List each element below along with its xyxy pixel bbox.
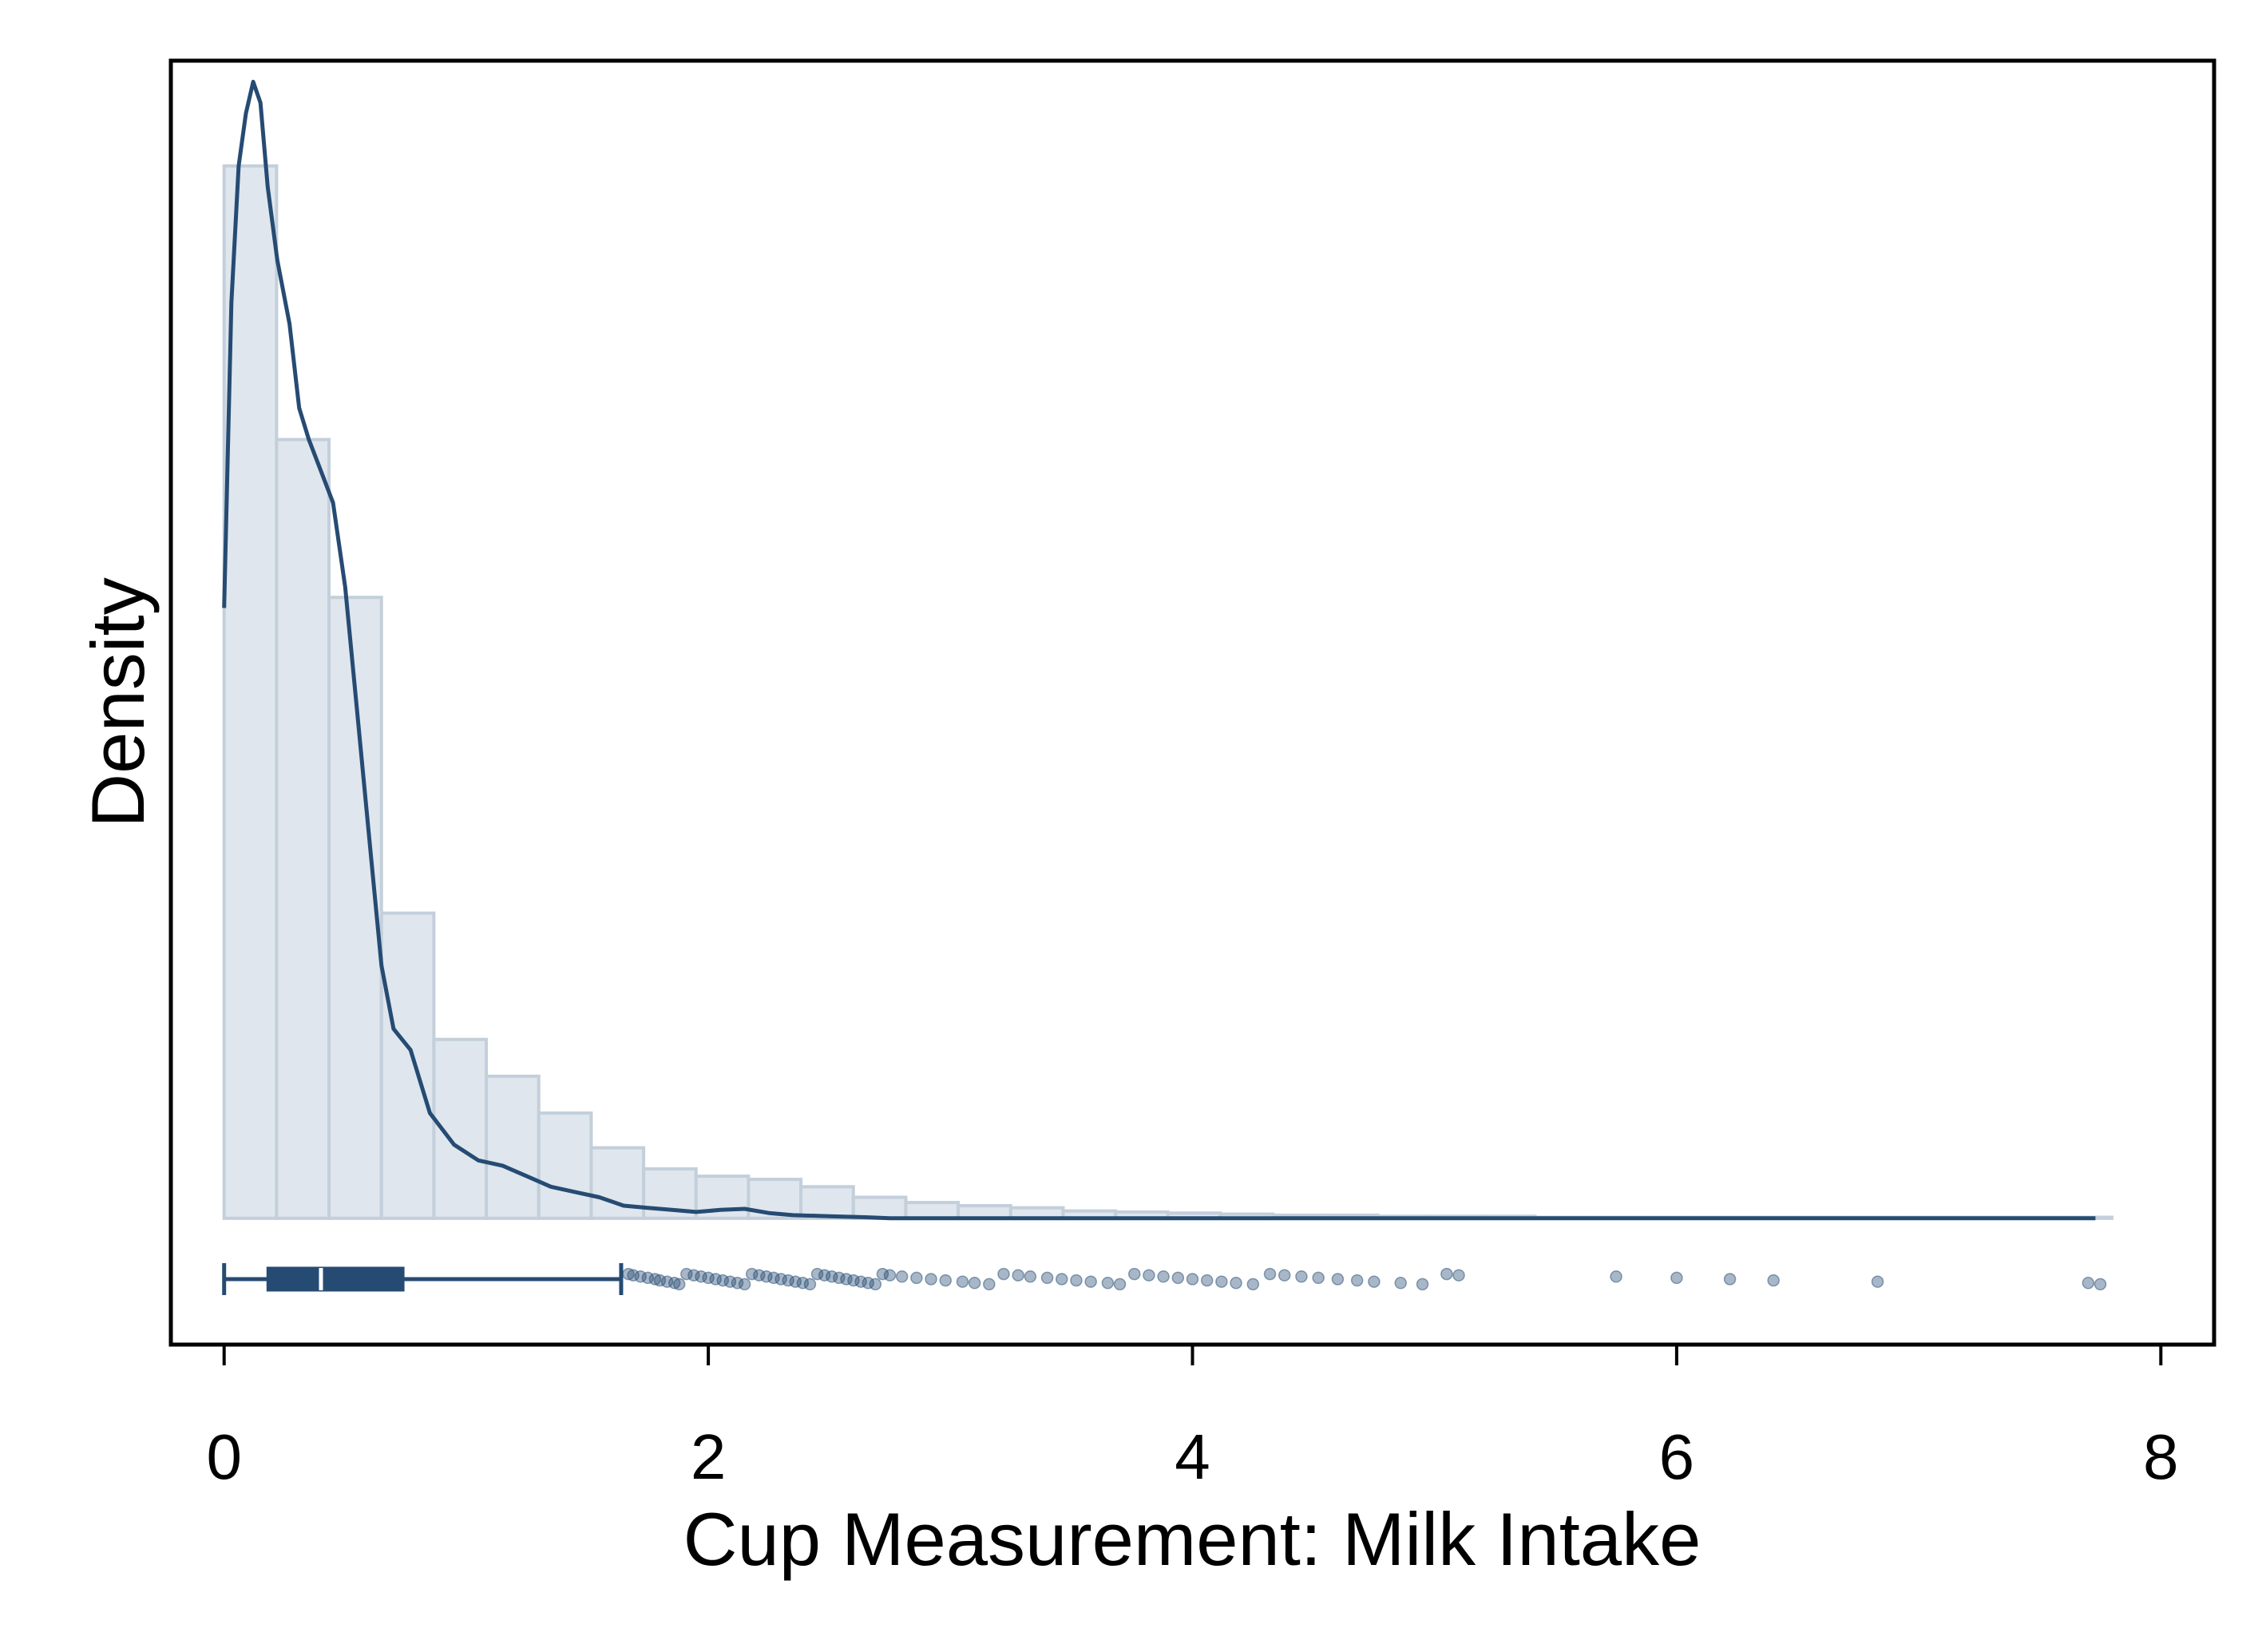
- density-curve: [222, 79, 2096, 1221]
- outlier-point: [1368, 1275, 1381, 1288]
- outlier-point: [956, 1275, 969, 1288]
- x-tick-label: 4: [1175, 1421, 1210, 1492]
- outlier-point: [869, 1278, 882, 1291]
- outlier-point: [738, 1278, 751, 1291]
- histogram-bar: [799, 1185, 855, 1220]
- outlier-point: [983, 1278, 996, 1291]
- outlier-point: [1452, 1269, 1465, 1282]
- histogram-bar: [537, 1111, 593, 1220]
- outlier-point: [1101, 1277, 1115, 1290]
- outlier-point: [1278, 1269, 1291, 1282]
- outlier-point: [1394, 1277, 1408, 1290]
- x-tick-label: 2: [691, 1421, 727, 1492]
- outlier-point: [1143, 1269, 1155, 1282]
- outlier-point: [895, 1270, 909, 1283]
- x-axis-ticks: 0 2 4 6 8: [206, 1345, 2179, 1492]
- x-axis-label: Cup Measurement: Milk Intake: [683, 1497, 1701, 1581]
- outlier-point: [939, 1274, 952, 1287]
- outlier-point: [1056, 1273, 1068, 1286]
- outlier-point: [1127, 1267, 1141, 1281]
- outlier-point: [1263, 1267, 1277, 1281]
- histogram-bar: [485, 1074, 541, 1220]
- x-tick-label: 6: [1659, 1421, 1695, 1492]
- outlier-point: [1070, 1274, 1083, 1287]
- outlier-point: [1871, 1275, 1884, 1288]
- outlier-point: [997, 1267, 1010, 1281]
- histogram-bar: [275, 438, 331, 1220]
- outlier-point: [1416, 1278, 1429, 1291]
- y-axis-label: Density: [76, 577, 160, 827]
- histogram-bar: [222, 164, 279, 1220]
- outlier-point: [1186, 1273, 1199, 1286]
- outlier-point: [883, 1269, 897, 1282]
- x-tick-label: 8: [2143, 1421, 2179, 1492]
- outlier-point: [803, 1278, 817, 1291]
- outlier-point: [1230, 1277, 1242, 1290]
- outlier-point: [968, 1277, 981, 1290]
- outlier-point: [1767, 1274, 1780, 1287]
- outlier-point: [1157, 1270, 1170, 1283]
- outlier-point: [1350, 1274, 1364, 1287]
- outlier-point: [2094, 1278, 2107, 1291]
- outlier-point: [1610, 1270, 1622, 1283]
- boxplot-outliers: [622, 1267, 2107, 1291]
- outlier-point: [1012, 1269, 1024, 1282]
- boxplot: [222, 1263, 624, 1295]
- outlier-point: [1084, 1275, 1097, 1288]
- outlier-point: [1670, 1271, 1683, 1285]
- outlier-point: [1312, 1271, 1325, 1285]
- outlier-point: [1723, 1273, 1737, 1286]
- outlier-point: [1024, 1270, 1037, 1283]
- histogram-bars: [222, 164, 2113, 1220]
- x-tick-label: 0: [206, 1421, 242, 1492]
- boxplot-box: [266, 1266, 405, 1292]
- outlier-point: [1440, 1267, 1453, 1281]
- histogram-bar: [379, 911, 436, 1220]
- outlier-point: [1295, 1270, 1308, 1283]
- outlier-point: [910, 1271, 923, 1285]
- outlier-point: [925, 1273, 937, 1286]
- outlier-point: [672, 1278, 686, 1291]
- outlier-point: [1215, 1275, 1228, 1288]
- outlier-point: [1200, 1274, 1214, 1287]
- outlier-point: [1040, 1271, 1054, 1285]
- histogram-bar: [904, 1201, 961, 1220]
- outlier-point: [1331, 1273, 1345, 1286]
- outlier-point: [2082, 1277, 2095, 1290]
- outlier-point: [1171, 1271, 1185, 1285]
- outlier-point: [1113, 1278, 1127, 1291]
- outlier-point: [1246, 1278, 1260, 1291]
